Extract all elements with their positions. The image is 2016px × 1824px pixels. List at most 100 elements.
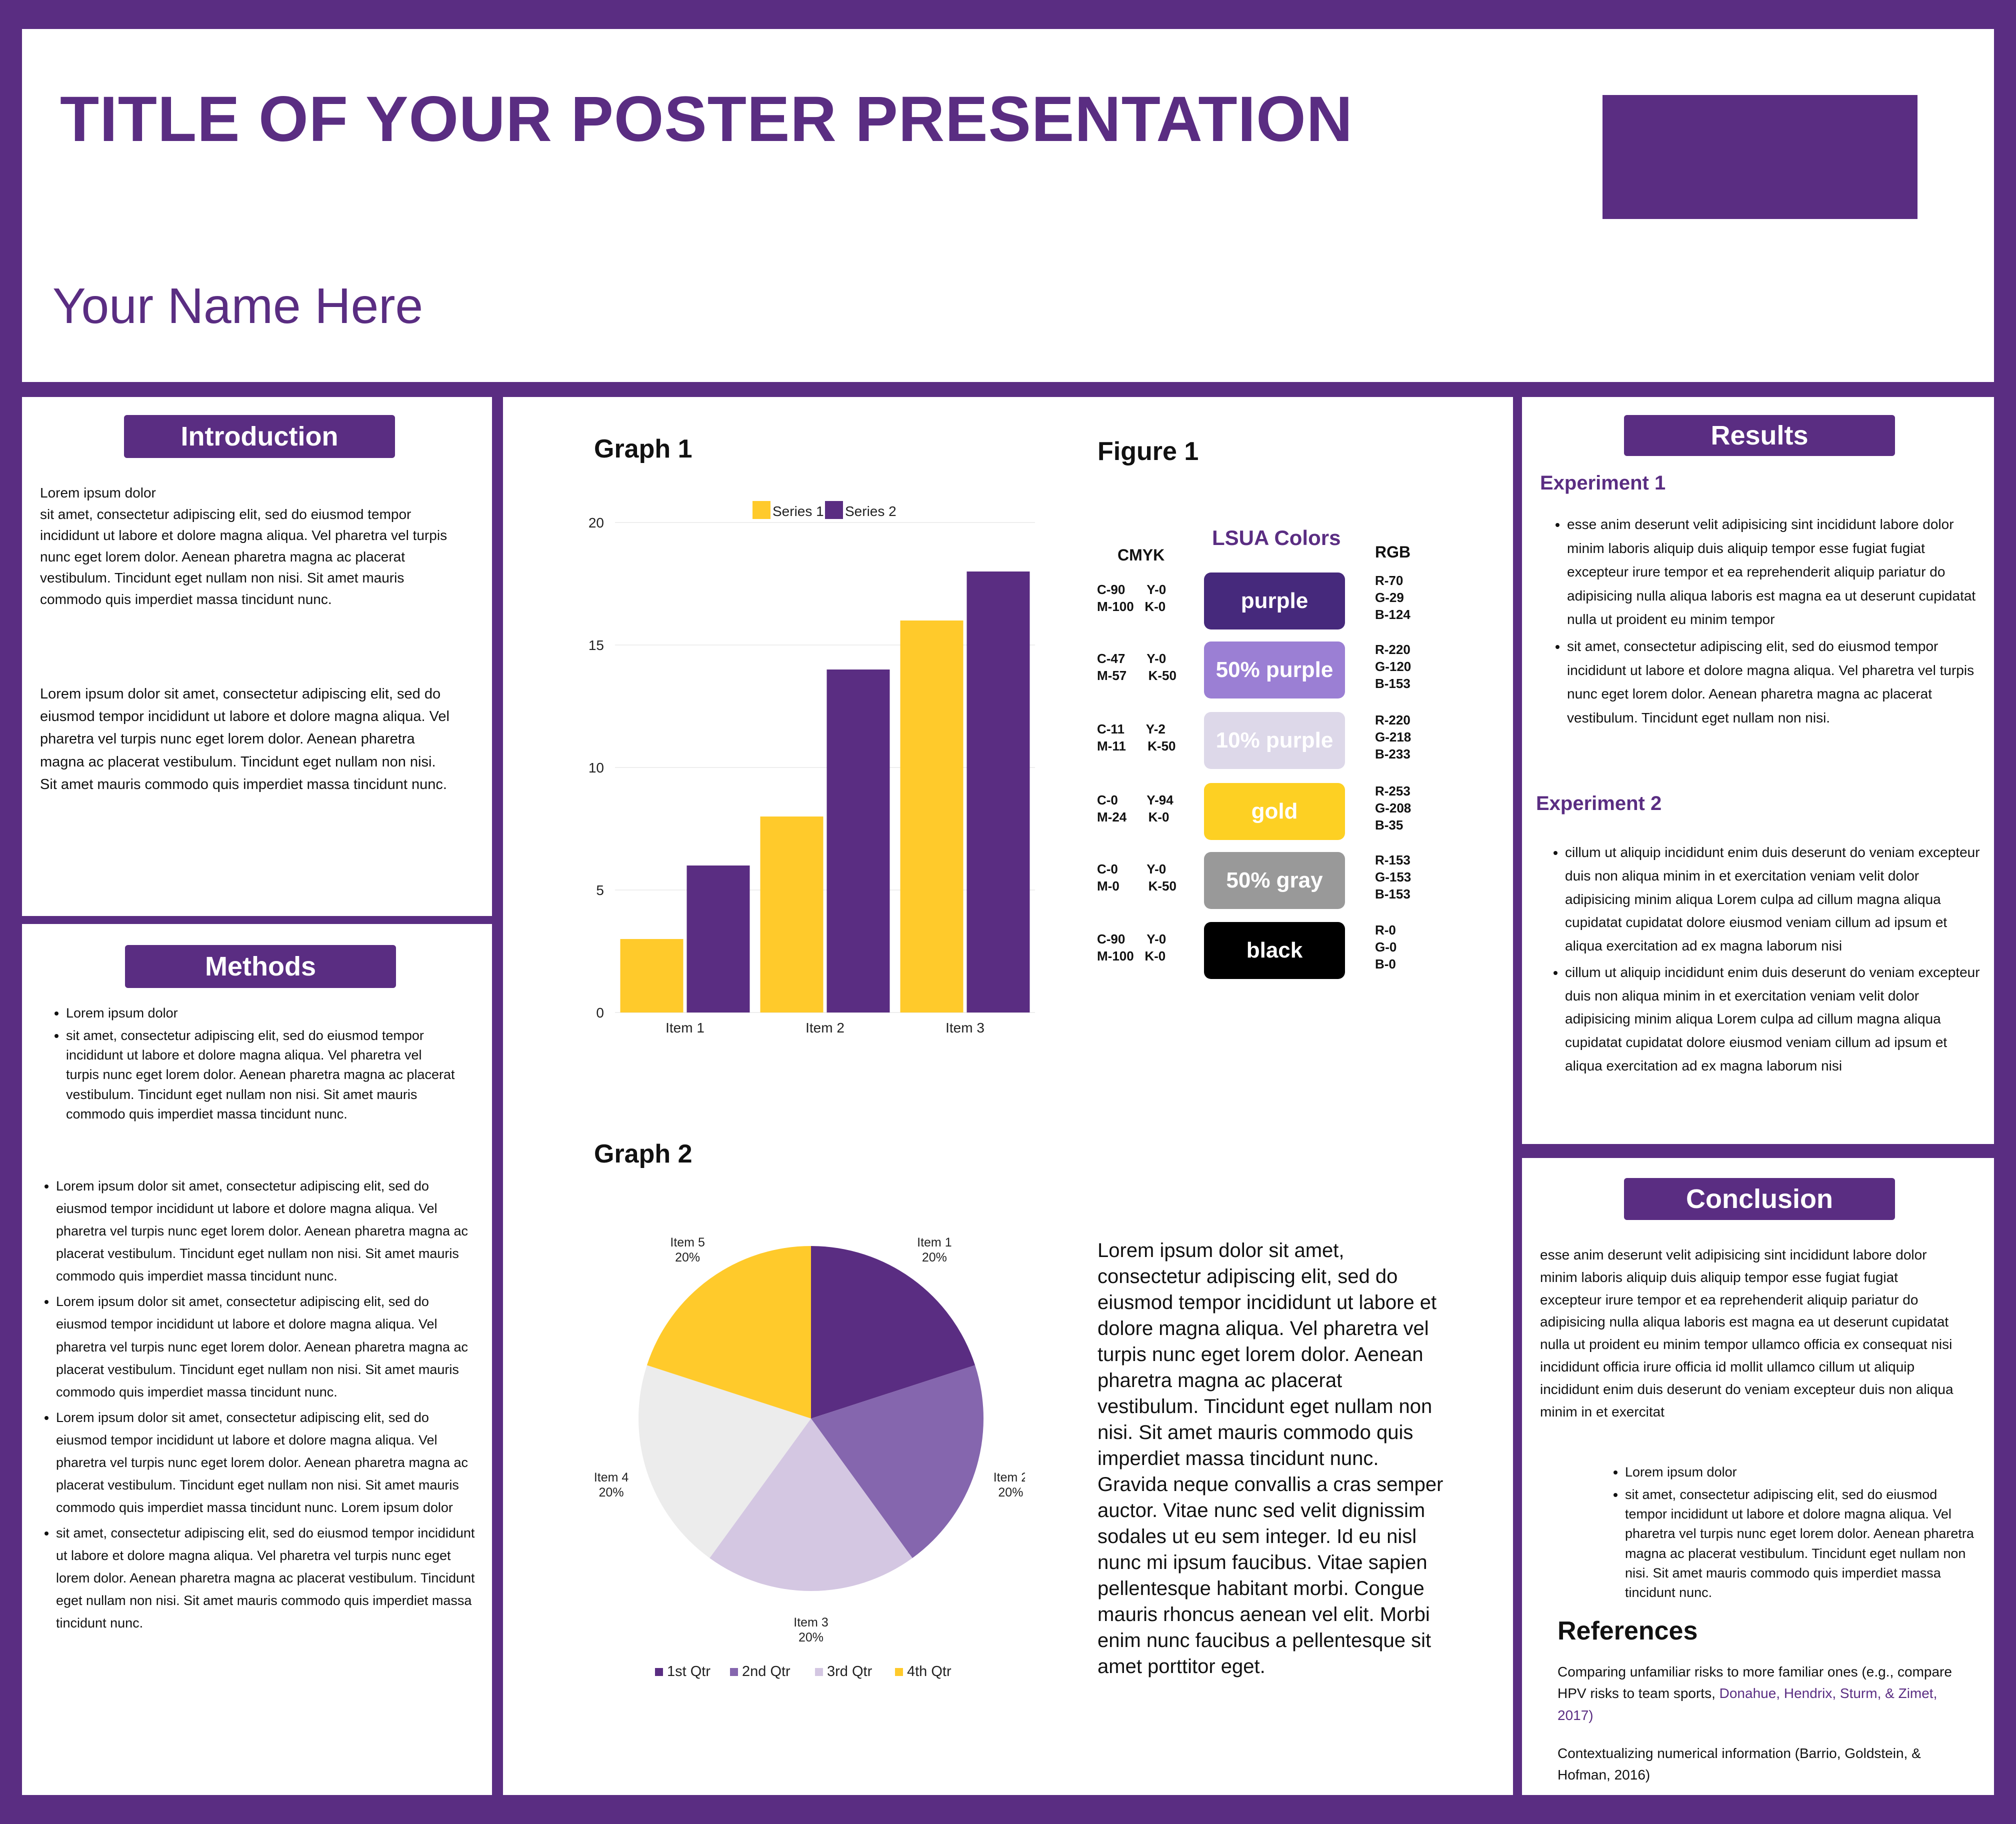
- x-tick-label: Item 1: [666, 1020, 704, 1036]
- pie-chart: Item 120%Item 220%Item 320%Item 420%Item…: [594, 1236, 1025, 1680]
- color-chip-50-gray: 50% gray: [1204, 852, 1345, 909]
- bar-series-1: [760, 816, 824, 1012]
- color-chip-black: black: [1204, 922, 1345, 979]
- pie-label: Item 4: [594, 1470, 629, 1484]
- experiment-2-list: cillum ut aliquip incididunt enim duis d…: [1545, 841, 1985, 1081]
- introduction-heading: Introduction: [124, 415, 395, 458]
- pie-percent-label: 20%: [998, 1486, 1023, 1500]
- color-chip-10-purple: 10% purple: [1204, 712, 1345, 769]
- conclusion-list-item: sit amet, consectetur adipiscing elit, s…: [1625, 1485, 1975, 1602]
- pie-percent-label: 20%: [798, 1630, 824, 1644]
- results-exp2-item: cillum ut aliquip incididunt enim duis d…: [1565, 841, 1985, 958]
- conclusion-panel: [1522, 1158, 1994, 1795]
- conclusion-list-item: Lorem ipsum dolor: [1625, 1462, 1975, 1482]
- references-heading: References: [1558, 1616, 1698, 1646]
- poster-title: TITLE OF YOUR POSTER PRESENTATION: [60, 84, 1354, 155]
- legend-swatch: [752, 501, 770, 519]
- pie-slice-item-2: [811, 1365, 984, 1558]
- figure-1-title: Figure 1: [1098, 437, 1199, 466]
- introduction-paragraph-1: Lorem ipsum dolor sit amet, consectetur …: [40, 485, 448, 607]
- author-name: Your Name Here: [52, 278, 424, 334]
- pie-legend-label: 2nd Qtr: [742, 1664, 790, 1680]
- methods-list-1: Lorem ipsum dolor sit amet, consectetur a…: [46, 1004, 456, 1127]
- pie-legend-label: 4th Qtr: [907, 1664, 952, 1680]
- pie-label: Item 1: [917, 1236, 952, 1250]
- pie-label: Item 2: [994, 1470, 1025, 1484]
- introduction-paragraph-2: Lorem ipsum dolor sit amet, consectetur …: [40, 686, 450, 792]
- methods-list1-item: Lorem ipsum dolor: [66, 1004, 456, 1023]
- swatch-rgb-code: R-0 G-0 B-0: [1375, 922, 1397, 972]
- experiment-2-title: Experiment 2: [1536, 792, 1662, 814]
- results-exp1-item: esse anim deserunt velit adipisicing sin…: [1567, 512, 1987, 632]
- methods-list-2: Lorem ipsum dolor sit amet, consectetur …: [36, 1175, 476, 1638]
- reference-1-cite: Donahue, Hendrix, Sturm, & Zimet, 2017): [1558, 1686, 1938, 1723]
- pie-percent-label: 20%: [922, 1250, 947, 1264]
- methods-list2-item: sit amet, consectetur adipiscing elit, s…: [56, 1522, 476, 1634]
- pie-legend-label: 1st Qtr: [667, 1664, 710, 1680]
- pie-slice-item-5: [646, 1246, 811, 1418]
- y-tick-label: 0: [596, 1005, 604, 1020]
- cmyk-label: CMYK: [1118, 546, 1165, 564]
- swatch-rgb-code: R-153 G-153 B-153: [1375, 852, 1412, 902]
- x-tick-label: Item 3: [946, 1020, 984, 1036]
- swatch-rgb-code: R-220 G-120 B-153: [1375, 642, 1412, 691]
- conclusion-paragraph: esse anim deserunt velit adipisicing sin…: [1540, 1247, 1954, 1420]
- y-tick-label: 5: [596, 882, 604, 898]
- introduction-panel: [22, 397, 492, 916]
- y-tick-label: 20: [588, 515, 604, 530]
- graph-2-title: Graph 2: [594, 1140, 692, 1168]
- results-exp1-item: sit amet, consectetur adipiscing elit, s…: [1567, 634, 1987, 730]
- swatch-cmyk-code: C-90 Y-0 M-100 K-0: [1097, 582, 1166, 614]
- bar-series-1: [900, 620, 964, 1012]
- color-chip-gold: gold: [1204, 783, 1345, 840]
- pie-legend-label: 3rd Qtr: [827, 1664, 872, 1680]
- pie-legend-swatch: [730, 1668, 738, 1676]
- swatch-cmyk-code: C-0 Y-94 M-24 K-0: [1097, 792, 1174, 824]
- swatch-rgb-code: R-70 G-29 B-124: [1375, 573, 1410, 622]
- bar-series-2: [686, 866, 750, 1012]
- bar-series-2: [966, 572, 1030, 1012]
- results-exp2-item: cillum ut aliquip incididunt enim duis d…: [1565, 961, 1985, 1078]
- swatch-cmyk-code: C-90 Y-0 M-100 K-0: [1097, 932, 1166, 964]
- pie-percent-label: 20%: [599, 1486, 624, 1500]
- legend-swatch: [825, 501, 843, 519]
- center-paragraph: Lorem ipsum dolor sit amet, consectetur …: [1098, 1240, 1444, 1678]
- swatch-rgb-code: R-220 G-218 B-233: [1375, 712, 1412, 762]
- methods-heading: Methods: [125, 945, 396, 988]
- pie-legend-swatch: [815, 1668, 823, 1676]
- conclusion-list: Lorem ipsum dolor sit amet, consectetur a…: [1605, 1462, 1975, 1606]
- bar-chart: 0 5 10 15 20 Item 1 Item 2 Item 3 Series 1 Series…: [588, 501, 1035, 1036]
- bar-series-2: [826, 670, 890, 1012]
- logo-placeholder: [1602, 95, 1918, 219]
- x-tick-label: Item 2: [806, 1020, 844, 1036]
- pie-slice-item-3: [710, 1418, 912, 1591]
- y-tick-label: 10: [588, 760, 604, 776]
- methods-list2-item: Lorem ipsum dolor sit amet, consectetur …: [56, 1175, 476, 1288]
- legend-label: Series 1: [772, 504, 824, 519]
- swatch-cmyk-code: C-0 Y-0 M-0 K-50: [1097, 862, 1176, 894]
- reference-1: Comparing unfamiliar risks to more famil…: [1558, 1661, 1968, 1726]
- pie-slice-item-4: [638, 1365, 811, 1558]
- methods-panel: [22, 924, 492, 1795]
- swatch-rgb-code: R-253 G-208 B-35: [1375, 784, 1412, 832]
- results-panel: [1522, 397, 1994, 1144]
- methods-list1-item: sit amet, consectetur adipiscing elit, s…: [66, 1026, 456, 1124]
- lsua-colors-heading: LSUA Colors: [1212, 526, 1341, 550]
- graph-1-title: Graph 1: [594, 434, 692, 464]
- legend-label: Series 2: [845, 504, 896, 519]
- pie-label: Item 5: [670, 1236, 704, 1250]
- results-heading: Results: [1624, 415, 1895, 456]
- pie-slice-item-1: [811, 1246, 976, 1418]
- methods-list2-item: Lorem ipsum dolor sit amet, consectetur …: [56, 1406, 476, 1519]
- methods-list2-item: Lorem ipsum dolor sit amet, consectetur …: [56, 1290, 476, 1403]
- pie-legend-swatch: [895, 1668, 903, 1676]
- y-tick-label: 15: [588, 638, 604, 653]
- reference-2: Contextualizing numerical information (B…: [1558, 1746, 1921, 1783]
- experiment-1-title: Experiment 1: [1540, 472, 1666, 494]
- pie-label: Item 3: [794, 1616, 828, 1630]
- pie-legend-swatch: [655, 1668, 663, 1676]
- conclusion-heading: Conclusion: [1624, 1178, 1895, 1220]
- swatch-cmyk-code: C-11 Y-2 M-11 K-50: [1097, 722, 1176, 754]
- bar-series-1: [620, 939, 684, 1012]
- swatch-cmyk-code: C-47 Y-0 M-57 K-50: [1097, 651, 1176, 683]
